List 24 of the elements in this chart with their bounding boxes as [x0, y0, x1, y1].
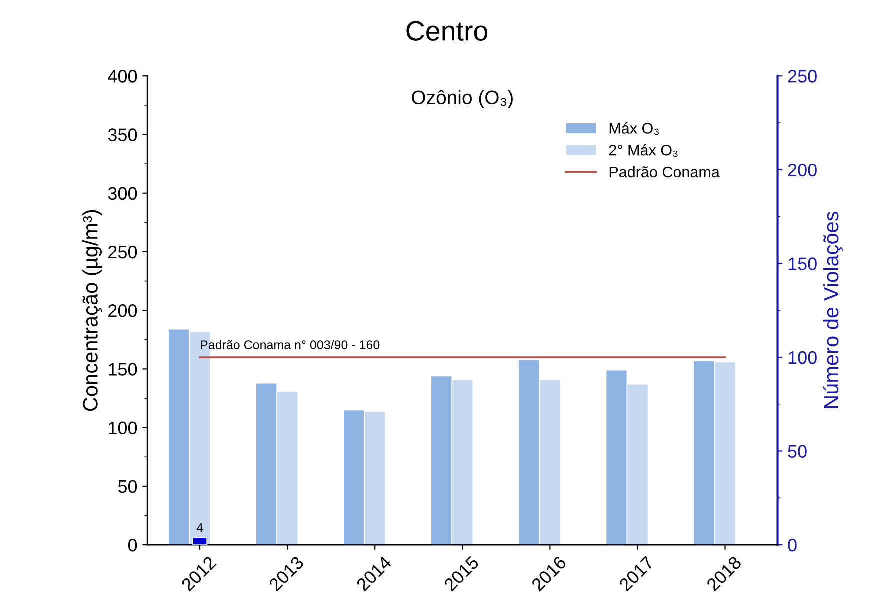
chart-title: Centro	[406, 21, 488, 41]
y-axis-title: Concentração (µg/m³)	[82, 210, 102, 412]
y2-tick-label: 100	[788, 351, 817, 364]
y2-tick-label: 200	[788, 164, 817, 177]
y2-tick-label: 250	[788, 70, 817, 83]
y2-tick-label: 50	[788, 445, 807, 458]
y-tick-label: 250	[108, 246, 138, 259]
y-tick-label: 50	[118, 480, 138, 494]
y-tick-label: 300	[108, 187, 138, 200]
y2-tick-label: 150	[788, 258, 817, 270]
y-tick-label: 200	[108, 304, 138, 318]
annotation: Padrão Conama n° 003/90 - 160	[201, 340, 380, 350]
legend-label: 2° Máx O₃	[609, 144, 678, 158]
data-label: 4	[196, 524, 204, 532]
legend-label: Máx O₃	[610, 122, 660, 136]
y2-tick-label: 0	[788, 538, 797, 552]
text: Ozônio (O₃)	[412, 90, 513, 108]
y-tick-label: 100	[109, 422, 138, 435]
y2-axis-title: Número de Violações	[823, 212, 843, 408]
legend-label: Padrão Conama	[610, 166, 720, 178]
y-tick-label: 150	[109, 363, 138, 376]
y-tick-label: 350	[108, 128, 138, 142]
y-tick-label: 0	[128, 538, 138, 552]
y-tick-label: 400	[108, 70, 138, 83]
